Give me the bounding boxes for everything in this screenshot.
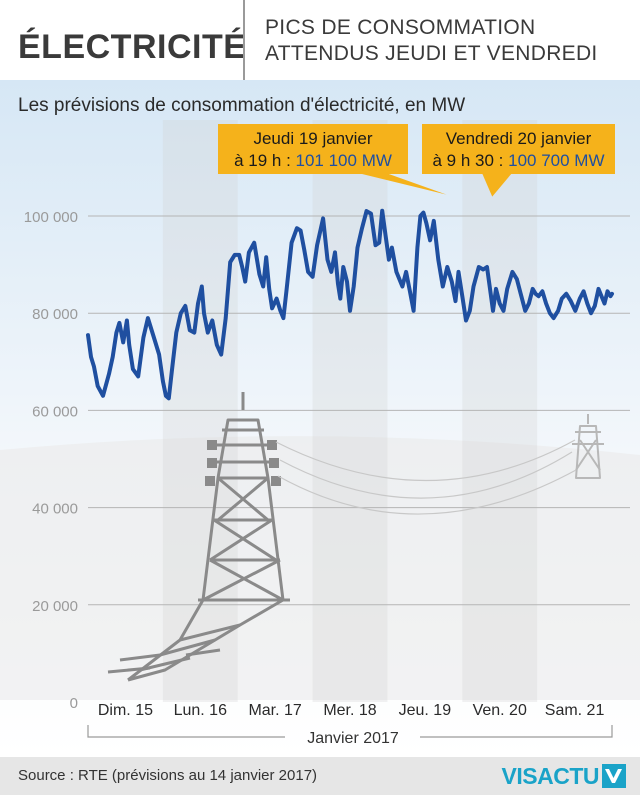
insulator [207,458,217,468]
power-cable [277,469,577,515]
insulator [205,476,215,486]
callout-value-line: à 9 h 30 : 100 700 MW [432,151,604,170]
day-band [312,120,388,702]
source-note: Source : RTE (prévisions au 14 janvier 2… [18,767,318,784]
y-tick-label: 60 000 [32,403,78,420]
header: ÉLECTRICITÉ PICS DE CONSOMMATION ATTENDU… [0,0,640,80]
pylon-strut [575,439,601,471]
insulator [269,458,279,468]
insulator [207,440,217,450]
insulator [267,440,277,450]
x-tick-label: Ven. 20 [473,702,527,719]
pylon-strut [201,477,285,601]
pylon-strut [214,476,272,522]
callout-value-line: à 19 h : 101 100 MW [234,151,392,170]
ground-shape [0,436,640,700]
pylon-strut [198,558,290,602]
logo-mark-icon [602,764,626,788]
insulator [271,476,281,486]
day-band [462,120,538,702]
y-tick-label: 80 000 [32,306,78,323]
callout-box [422,124,615,174]
callout-pointer [358,173,447,195]
footer: Source : RTE (prévisions au 14 janvier 2… [0,757,640,795]
x-tick-label: Sam. 21 [545,702,605,719]
callout-date: Vendredi 20 janvier [446,129,592,148]
x-tick-label: Mar. 17 [248,702,301,719]
x-tick-label: Lun. 16 [174,702,227,719]
y-tick-label: 20 000 [32,598,78,615]
power-cable [279,451,573,499]
day-band [162,120,238,702]
subtitle-line-2: ATTENDUS JEUDI ET VENDREDI [265,42,598,65]
x-tick-label: Mer. 18 [323,702,376,719]
callout-value: 101 100 MW [296,151,392,170]
pylon-strut [575,425,601,479]
callout-time: à 19 h : [234,151,295,170]
pylon-illustration [107,392,604,682]
subtitle-line-1: PICS DE CONSOMMATION [265,16,536,39]
consumption-chart: 0 20 000 40 000 60 000 80 000 100 000 Jeudi 1… [0,80,640,757]
y-tick-label: 40 000 [32,501,78,518]
power-cable [275,439,576,482]
logo-text: VISACTU [501,762,600,789]
callout-box [218,124,408,174]
callout-pointer [482,173,512,197]
x-tick-label: Jeu. 19 [399,702,452,719]
callout-value: 100 700 MW [508,151,604,170]
visactu-logo: VISACTU [502,762,626,790]
x-axis-title: Janvier 2017 [307,730,399,747]
chart-title: Les prévisions de consommation d'électri… [18,95,465,116]
x-tick-label: Dim. 15 [98,702,153,719]
callout-time: à 9 h 30 : [432,151,508,170]
pylon-strut [107,648,221,674]
consumption-line [86,208,614,401]
pylon-strut [209,518,280,562]
y-tick-label: 100 000 [24,209,78,226]
x-axis-bracket [87,725,613,738]
header-divider [243,0,245,80]
y-tick-label: 0 [70,695,78,712]
callout-date: Jeudi 19 janvier [253,129,372,148]
page-title: ÉLECTRICITÉ [18,28,247,66]
